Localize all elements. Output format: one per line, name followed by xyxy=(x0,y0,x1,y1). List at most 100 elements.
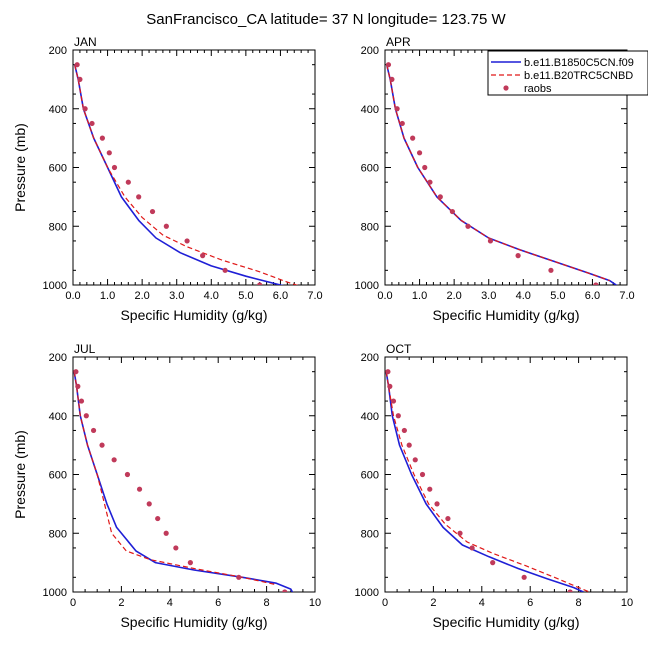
y-tick-label: 600 xyxy=(49,163,67,175)
y-tick-label: 400 xyxy=(361,411,379,423)
raobs-point xyxy=(73,369,79,375)
x-tick-label: 3.0 xyxy=(481,290,496,302)
y-tick-label: 400 xyxy=(49,411,67,423)
x-tick-label: 5.0 xyxy=(550,290,565,302)
y-tick-label: 1000 xyxy=(43,280,67,292)
series-group xyxy=(73,369,294,592)
raobs-point xyxy=(548,267,554,273)
y-tick-label: 800 xyxy=(361,221,379,233)
raobs-point xyxy=(449,208,456,215)
x-tick-label: 0.0 xyxy=(65,290,80,302)
x-tick-label: 10 xyxy=(309,597,321,609)
raobs-point xyxy=(124,471,131,478)
raobs-point xyxy=(111,164,118,171)
raobs-point xyxy=(74,62,80,68)
raobs-point xyxy=(593,282,599,285)
y-axis-label: Pressure (mb) xyxy=(12,430,28,519)
raobs-point xyxy=(184,238,190,244)
raobs-point xyxy=(521,574,527,580)
y-tick-label: 200 xyxy=(361,45,379,57)
raobs-point xyxy=(282,589,288,592)
raobs-point xyxy=(136,486,143,492)
x-tick-label: 1.0 xyxy=(412,290,427,302)
raobs-point xyxy=(399,120,405,127)
x-tick-label: 10 xyxy=(621,597,633,609)
series-line-b20tr xyxy=(385,371,592,592)
plot-frame xyxy=(72,49,316,286)
raobs-point xyxy=(465,223,471,229)
y-tick-label: 200 xyxy=(361,352,379,364)
panel-jul: JUL 0 2 4 6 8 10 200 400 600 800 1000 Specific Humid… xyxy=(12,342,321,630)
legend-marker-raobs xyxy=(503,85,509,91)
series-line-b1850 xyxy=(73,371,294,592)
raobs-point xyxy=(387,383,393,389)
raobs-point xyxy=(111,457,117,463)
legend-box xyxy=(487,50,648,96)
raobs-point xyxy=(146,501,152,507)
x-axis-label: Specific Humidity (g/kg) xyxy=(432,614,579,630)
raobs-point xyxy=(136,194,142,200)
legend-entry-label: raobs xyxy=(524,83,552,95)
x-tick-label: 0 xyxy=(382,597,388,609)
raobs-point xyxy=(490,560,496,566)
panel-label: APR xyxy=(386,35,411,49)
raobs-point xyxy=(412,457,418,463)
panel-label: JUL xyxy=(74,342,96,356)
raobs-point xyxy=(422,164,428,171)
raobs-point xyxy=(385,369,391,375)
raobs-point xyxy=(77,76,83,82)
raobs-point xyxy=(89,120,95,127)
x-tick-label: 2 xyxy=(118,597,124,609)
x-axis-label: Specific Humidity (g/kg) xyxy=(120,614,267,630)
panel-oct: OCT 0 2 4 6 8 10 200 400 600 800 1000 Specific Humid… xyxy=(355,342,634,630)
x-tick-label: 8 xyxy=(264,597,270,609)
series-line-b1850 xyxy=(385,64,618,285)
y-tick-label: 200 xyxy=(49,352,67,364)
figure-title: SanFrancisco_CA latitude= 37 N longitude… xyxy=(146,11,506,28)
raobs-point xyxy=(410,135,416,141)
x-axis-label: Specific Humidity (g/kg) xyxy=(120,307,267,323)
y-tick-label: 1000 xyxy=(355,587,379,599)
raobs-point xyxy=(437,194,443,200)
raobs-point xyxy=(515,253,521,259)
legend-entry-label: b.e11.B20TRC5CNBD xyxy=(524,70,633,82)
panel-label: OCT xyxy=(386,342,412,356)
y-axis-label: Pressure (mb) xyxy=(12,123,28,212)
raobs-point xyxy=(99,135,105,141)
raobs-point xyxy=(200,253,206,259)
raobs-point xyxy=(390,398,397,404)
legend-entry-label: b.e11.B1850C5CN.f09 xyxy=(524,57,634,69)
raobs-point xyxy=(78,398,85,404)
series-line-b20tr xyxy=(386,64,610,282)
raobs-point xyxy=(187,560,193,566)
y-tick-label: 600 xyxy=(361,470,379,482)
raobs-point xyxy=(567,589,573,592)
x-tick-label: 0.0 xyxy=(377,290,392,302)
raobs-point xyxy=(457,530,463,536)
y-tick-label: 600 xyxy=(49,470,67,482)
raobs-point xyxy=(163,530,169,536)
series-line-b1850 xyxy=(73,64,285,285)
raobs-point xyxy=(406,442,412,448)
x-tick-label: 6 xyxy=(215,597,221,609)
y-tick-label: 400 xyxy=(49,104,67,116)
y-tick-label: 800 xyxy=(361,528,379,540)
series-line-b1850 xyxy=(385,371,584,592)
x-tick-label: 1.0 xyxy=(100,290,115,302)
x-tick-label: 4 xyxy=(479,597,485,609)
x-tick-label: 8 xyxy=(576,597,582,609)
x-tick-label: 7.0 xyxy=(619,290,634,302)
x-tick-label: 2.0 xyxy=(446,290,461,302)
x-tick-label: 2.0 xyxy=(134,290,149,302)
raobs-point xyxy=(401,427,407,434)
series-line-b20tr xyxy=(74,64,299,285)
raobs-point xyxy=(173,545,179,551)
raobs-point xyxy=(163,223,169,229)
x-tick-label: 7.0 xyxy=(307,290,322,302)
raobs-point xyxy=(82,106,88,112)
x-tick-label: 2 xyxy=(430,597,436,609)
raobs-point xyxy=(395,413,401,419)
x-tick-label: 3.0 xyxy=(169,290,184,302)
